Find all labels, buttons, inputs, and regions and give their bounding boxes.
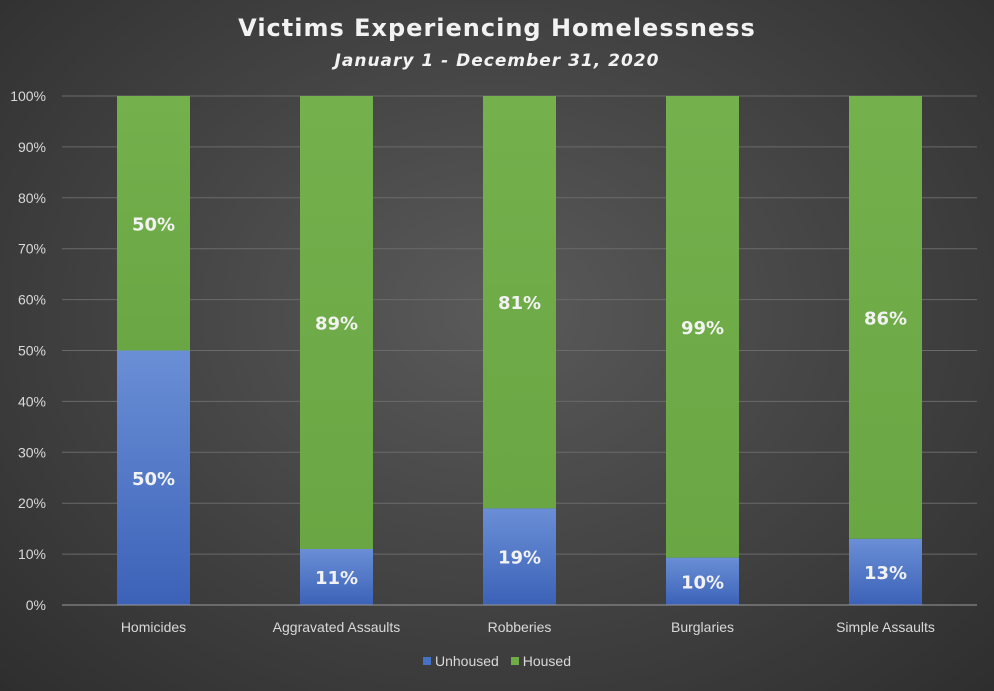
- bar-housed: [483, 96, 556, 509]
- bar-housed: [666, 96, 739, 558]
- x-tick-label: Aggravated Assaults: [273, 619, 401, 635]
- data-label-housed: 50%: [132, 214, 175, 235]
- legend-item-housed: Housed: [510, 653, 571, 669]
- data-label-unhoused: 13%: [864, 563, 907, 584]
- bar-housed: [117, 96, 190, 351]
- y-tick-label: 20%: [18, 495, 46, 511]
- data-label-housed: 89%: [315, 314, 358, 335]
- bar-unhoused: [849, 538, 922, 605]
- y-tick-label: 10%: [18, 546, 46, 562]
- x-tick-label: Homicides: [121, 619, 186, 635]
- y-tick-label: 100%: [10, 88, 46, 104]
- bar-unhoused: [300, 549, 373, 605]
- legend: Unhoused Housed: [0, 653, 994, 669]
- data-label-unhoused: 19%: [498, 548, 541, 569]
- chart-subtitle: January 1 - December 31, 2020: [334, 51, 660, 71]
- y-tick-label: 80%: [18, 190, 46, 206]
- data-label-housed: 81%: [498, 293, 541, 314]
- bar-unhoused: [483, 508, 556, 605]
- legend-swatch-housed: [510, 657, 519, 665]
- data-label-unhoused: 10%: [681, 572, 724, 593]
- x-tick-label: Robberies: [488, 619, 552, 635]
- y-tick-label: 30%: [18, 444, 46, 460]
- bar-unhoused: [666, 557, 739, 605]
- y-tick-label: 50%: [18, 343, 46, 359]
- y-tick-label: 40%: [18, 393, 46, 409]
- bar-housed: [300, 96, 373, 550]
- data-label-unhoused: 50%: [132, 469, 175, 490]
- y-tick-label: 0%: [26, 597, 46, 613]
- y-tick-label: 70%: [18, 241, 46, 257]
- bar-unhoused: [117, 350, 190, 605]
- x-tick-label: Simple Assaults: [836, 619, 935, 635]
- x-tick-label: Burglaries: [671, 619, 734, 635]
- y-tick-label: 60%: [18, 292, 46, 308]
- legend-swatch-unhoused: [423, 657, 431, 665]
- data-label-unhoused: 11%: [315, 568, 358, 589]
- legend-label-unhoused: Unhoused: [435, 653, 499, 669]
- legend-item-unhoused: Unhoused: [423, 653, 499, 669]
- data-label-housed: 86%: [864, 308, 907, 329]
- bar-housed: [849, 96, 922, 539]
- y-tick-label: 90%: [18, 139, 46, 155]
- chart-title: Victims Experiencing Homelessness: [238, 14, 756, 42]
- data-label-housed: 99%: [681, 318, 724, 339]
- legend-label-housed: Housed: [522, 653, 571, 669]
